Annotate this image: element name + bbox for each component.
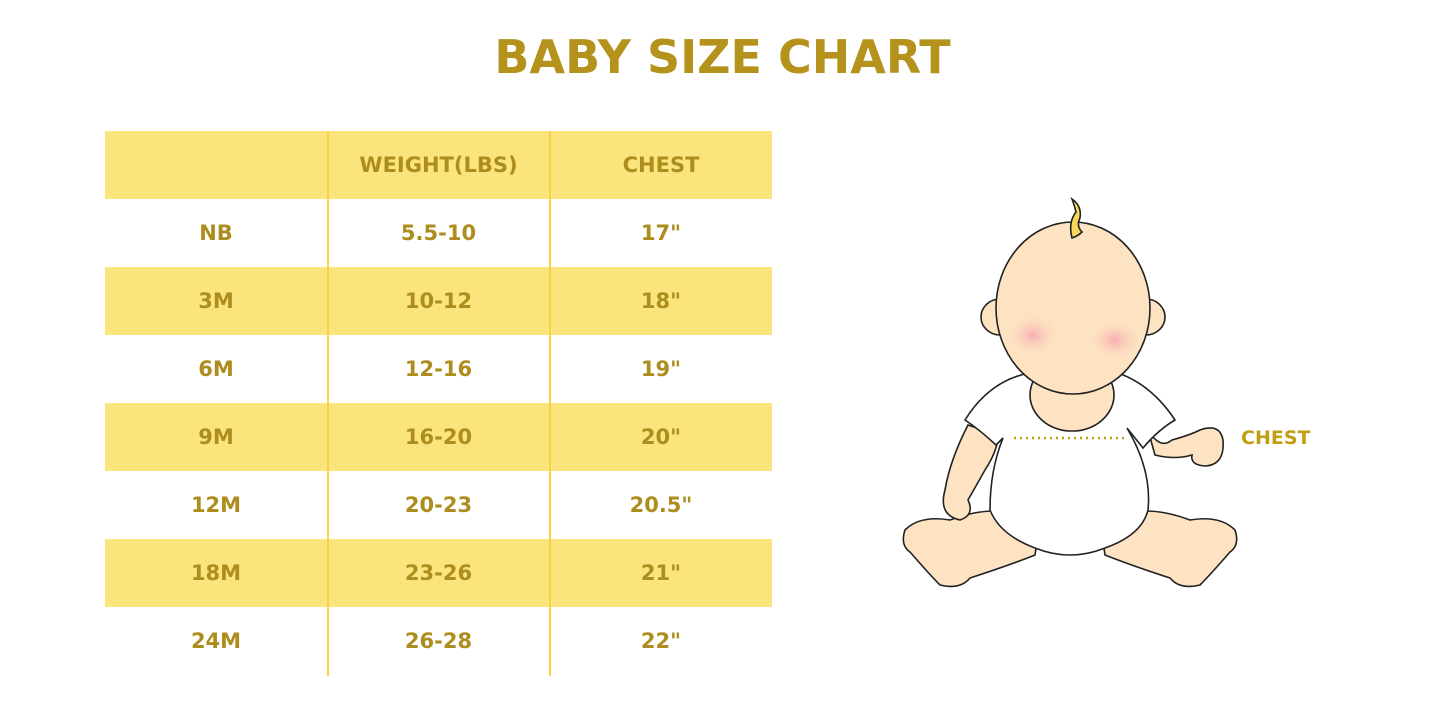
chest-cell: 22" <box>640 629 682 653</box>
left-arm <box>942 424 999 521</box>
left-cheek <box>1005 313 1061 357</box>
column-divider <box>327 131 329 676</box>
weight-cell: 23-26 <box>404 561 473 585</box>
right-arm <box>1147 427 1224 467</box>
table-row: 18M 23-26 21" <box>105 539 772 607</box>
weight-cell: 16-20 <box>404 425 473 449</box>
chest-cell: 19" <box>640 357 682 381</box>
chest-cell: 18" <box>640 289 682 313</box>
size-table: WEIGHT(LBS) CHEST NB 5.5-10 17" 3M 10-12… <box>105 131 772 675</box>
size-cell: NB <box>199 221 233 245</box>
chest-label: CHEST <box>1241 427 1311 449</box>
header-cell-chest: CHEST <box>622 153 700 177</box>
chest-cell: 17" <box>640 221 682 245</box>
table-row: 24M 26-28 22" <box>105 607 772 675</box>
weight-cell: 12-16 <box>404 357 473 381</box>
baby-illustration <box>902 196 1238 588</box>
size-cell: 18M <box>190 561 242 585</box>
header-cell-weight: WEIGHT(LBS) <box>359 153 518 177</box>
chest-cell: 20.5" <box>629 493 693 517</box>
size-cell: 3M <box>198 289 234 313</box>
chest-cell: 20" <box>640 425 682 449</box>
weight-cell: 10-12 <box>404 289 473 313</box>
hair-curl <box>1069 196 1084 240</box>
weight-cell: 5.5-10 <box>400 221 477 245</box>
header-cell <box>105 131 327 199</box>
size-cell: 9M <box>198 425 234 449</box>
table-header: WEIGHT(LBS) CHEST <box>105 131 772 199</box>
size-cell: 6M <box>198 357 234 381</box>
right-cheek <box>1087 318 1143 362</box>
size-cell: 12M <box>190 493 242 517</box>
onesie <box>963 372 1177 556</box>
table-row: 3M 10-12 18" <box>105 267 772 335</box>
chest-cell: 21" <box>640 561 682 585</box>
page-title: BABY SIZE CHART <box>494 30 951 84</box>
weight-cell: 26-28 <box>404 629 473 653</box>
table-row: NB 5.5-10 17" <box>105 199 772 267</box>
table-row: 6M 12-16 19" <box>105 335 772 403</box>
size-cell: 24M <box>190 629 242 653</box>
table-row: 9M 16-20 20" <box>105 403 772 471</box>
weight-cell: 20-23 <box>404 493 473 517</box>
table-row: 12M 20-23 20.5" <box>105 471 772 539</box>
column-divider <box>549 131 551 676</box>
head <box>995 221 1151 395</box>
